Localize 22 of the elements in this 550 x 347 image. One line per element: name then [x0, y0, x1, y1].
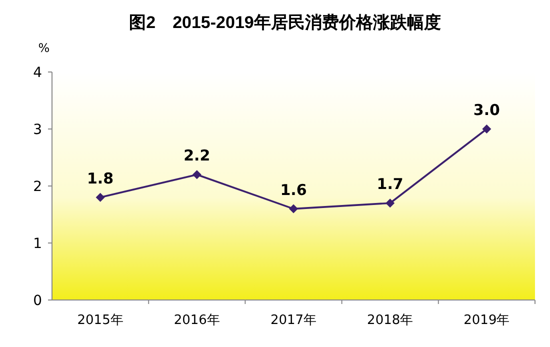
data-label: 1.7 [376, 175, 404, 194]
data-label: 2.2 [184, 146, 210, 165]
point [386, 198, 395, 208]
y-tick-label: 4 [33, 65, 42, 81]
x-tick-label: 2018年 [367, 313, 414, 328]
point [289, 204, 298, 214]
data-label: 3.0 [473, 101, 500, 119]
point [96, 192, 105, 202]
x-tick-label: 2015年 [77, 313, 124, 328]
chart-title: 图2 2015-2019年居民消费价格涨跌幅度 [129, 13, 441, 32]
point [192, 170, 202, 180]
y-tick-label: 3 [33, 122, 42, 138]
data-label: 1.6 [280, 180, 307, 199]
y-axis-title: % [38, 41, 50, 55]
y-tick-label: 1 [33, 236, 42, 252]
x-tick-label: 2016年 [174, 313, 220, 328]
data-label: 1.8 [87, 169, 114, 188]
y-tick-label: 0 [33, 293, 42, 309]
x-tick-label: 2017年 [270, 313, 317, 328]
point [482, 124, 492, 134]
x-tick-label: 2019年 [464, 313, 510, 328]
y-tick-label: 2 [33, 179, 42, 195]
